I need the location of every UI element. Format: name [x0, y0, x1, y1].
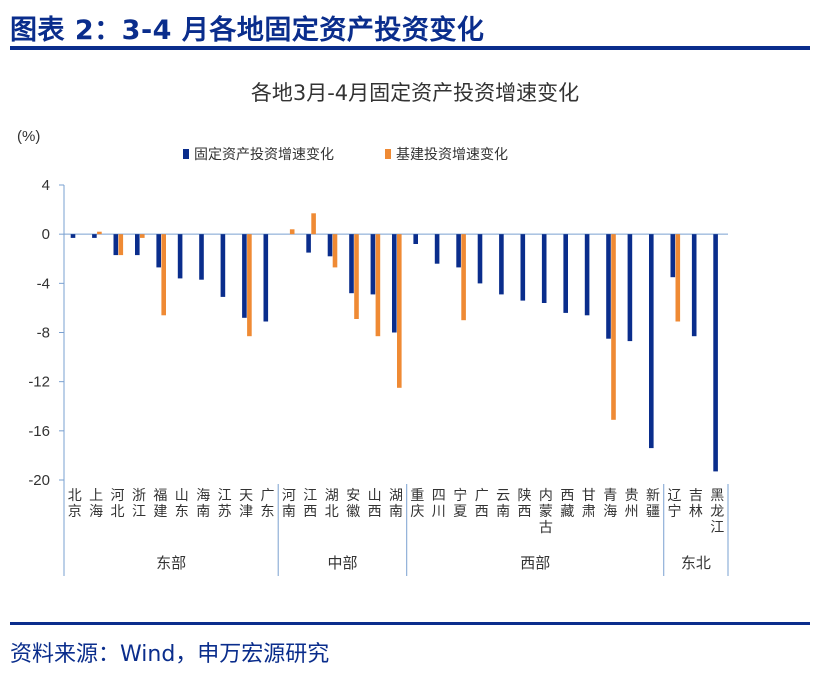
x-category-label: 山东: [175, 488, 189, 520]
x-category-label: 西藏: [560, 488, 574, 520]
bar-infrastructure: [354, 234, 359, 319]
x-category-label: 河南: [282, 488, 296, 520]
bar-fixed-asset: [156, 234, 161, 268]
x-category-label: 江西: [303, 488, 317, 520]
x-category-label: 黑龙江: [710, 488, 724, 536]
bar-fixed-asset: [499, 234, 504, 295]
y-tick-label: -12: [28, 374, 50, 391]
bar-fixed-asset: [606, 234, 611, 339]
bar-fixed-asset: [113, 234, 119, 256]
x-category-label: 河北: [111, 488, 125, 520]
bar-fixed-asset: [434, 234, 440, 264]
x-category-label: 江苏: [218, 488, 232, 520]
legend-swatch-infra: [385, 149, 391, 159]
source-rule: [10, 622, 810, 625]
bar-fixed-asset: [263, 234, 269, 322]
plot-area: 40-4-8-12-16-20北京上海河北浙江福建山东海南江苏天津广东河南江西湖…: [28, 177, 729, 576]
bar-fixed-asset: [177, 234, 183, 279]
bar-fixed-asset: [477, 234, 483, 284]
bar-fixed-asset: [92, 234, 97, 238]
bar-fixed-asset: [413, 234, 418, 244]
bar-infrastructure: [140, 234, 145, 238]
legend-swatch-fixed: [183, 149, 189, 159]
bar-infrastructure: [375, 234, 381, 337]
x-category-label: 青海: [603, 488, 617, 520]
bar-fixed-asset: [306, 234, 311, 253]
bar-infrastructure: [247, 234, 252, 337]
bar-fixed-asset: [541, 234, 547, 303]
bar-fixed-asset: [670, 234, 676, 278]
bar-fixed-asset: [584, 234, 590, 316]
x-category-label: 天津: [239, 488, 253, 520]
y-tick-label: 0: [42, 226, 50, 243]
title-rule: [10, 46, 810, 50]
bar-fixed-asset: [691, 234, 697, 337]
x-category-label: 宁夏: [453, 487, 467, 520]
bar-chart: 各地3月-4月固定资产投资增速变化 (%) 固定资产投资增速变化 基建投资增速变…: [17, 81, 729, 576]
legend: 固定资产投资增速变化 基建投资增速变化: [183, 146, 508, 163]
bar-fixed-asset: [327, 234, 333, 257]
x-category-label: 陕西: [518, 488, 532, 520]
bar-fixed-asset: [627, 234, 633, 342]
bar-infrastructure: [161, 234, 166, 316]
x-category-label: 吉林: [689, 488, 703, 520]
x-category-label: 安徽: [346, 488, 360, 520]
group-label: 中部: [327, 554, 357, 572]
y-tick-label: -4: [37, 275, 50, 292]
x-category-label: 福建: [153, 488, 167, 520]
x-category-label: 上海: [89, 488, 103, 520]
figure-title: 图表 2：3-4 月各地固定资产投资变化: [10, 15, 485, 46]
bar-infrastructure: [289, 229, 295, 235]
bar-fixed-asset: [370, 234, 376, 295]
x-category-label: 贵州: [625, 488, 639, 520]
bar-fixed-asset: [242, 234, 247, 318]
bar-fixed-asset: [220, 234, 226, 297]
bar-fixed-asset: [199, 234, 204, 280]
x-category-label: 云南: [496, 488, 510, 520]
x-category-label: 湖北: [325, 488, 339, 520]
bar-infrastructure: [611, 234, 616, 420]
bar-infrastructure: [311, 213, 316, 235]
bar-infrastructure: [461, 234, 466, 321]
x-category-label: 北京: [68, 488, 82, 520]
bar-infrastructure: [397, 234, 402, 388]
x-category-label: 重庆: [410, 488, 424, 520]
x-category-label: 浙江: [132, 488, 146, 520]
x-category-label: 广东: [261, 488, 275, 520]
bar-infrastructure: [118, 234, 124, 256]
bar-infrastructure: [675, 234, 681, 322]
chart-title: 各地3月-4月固定资产投资增速变化: [251, 81, 579, 105]
bar-fixed-asset: [563, 234, 568, 313]
legend-label-fixed: 固定资产投资增速变化: [194, 147, 334, 163]
bar-infrastructure: [332, 234, 338, 268]
group-label: 西部: [520, 554, 550, 572]
x-category-label: 内蒙古: [539, 488, 553, 536]
x-category-label: 甘肃: [582, 488, 596, 520]
x-category-label: 新疆: [646, 488, 660, 520]
x-category-label: 辽宁: [668, 488, 682, 520]
bar-fixed-asset: [456, 234, 461, 268]
source-note: 资料来源：Wind，申万宏源研究: [10, 642, 330, 667]
bar-fixed-asset: [349, 234, 354, 294]
bar-fixed-asset: [135, 234, 140, 256]
group-label: 东北: [681, 554, 711, 572]
x-category-label: 四川: [432, 488, 446, 520]
legend-label-infra: 基建投资增速变化: [396, 146, 508, 163]
y-unit-label: (%): [17, 128, 40, 145]
x-category-label: 海南: [196, 488, 210, 520]
group-label: 东部: [156, 554, 186, 572]
y-tick-label: -20: [28, 472, 50, 489]
bar-infrastructure: [97, 231, 102, 235]
bar-fixed-asset: [70, 234, 76, 238]
x-category-label: 山西: [368, 488, 382, 520]
bar-fixed-asset: [520, 234, 526, 301]
x-category-label: 广西: [475, 488, 489, 520]
bar-fixed-asset: [649, 234, 654, 449]
bar-fixed-asset: [713, 234, 718, 472]
y-tick-label: 4: [42, 177, 50, 194]
y-tick-label: -8: [37, 325, 50, 342]
y-tick-label: -16: [28, 423, 50, 440]
x-category-label: 湖南: [389, 488, 403, 520]
bar-fixed-asset: [392, 234, 397, 333]
